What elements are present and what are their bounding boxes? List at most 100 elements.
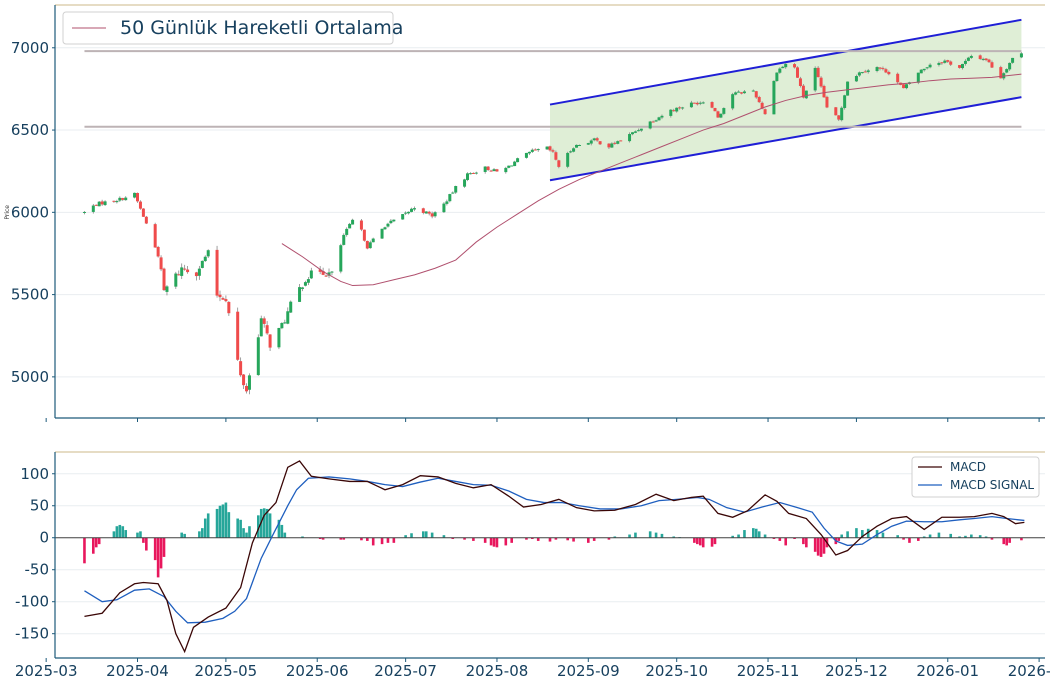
macd-histogram-bar [265, 508, 269, 538]
candle-body [722, 108, 726, 114]
candle-body [97, 201, 101, 207]
candle-body [887, 71, 891, 75]
candle-body [633, 131, 637, 133]
macd-histogram-bar [159, 537, 163, 569]
candle-body [265, 325, 269, 334]
candle-body [572, 148, 576, 152]
candle-body [82, 211, 86, 213]
macd-histogram-bar [840, 534, 843, 538]
candle-body [303, 282, 307, 286]
candle-body [348, 223, 352, 229]
candle-body [881, 68, 885, 70]
macd-histogram-bar [83, 537, 86, 564]
candle-body [448, 194, 452, 202]
macd-histogram-bar [816, 537, 820, 556]
candle-body [692, 102, 696, 104]
candle-body [922, 68, 926, 71]
macd-histogram-bar [118, 524, 122, 538]
macd-histogram-bar [124, 530, 128, 538]
candle-body [796, 67, 799, 78]
candle-body [919, 69, 923, 74]
candle-body [277, 327, 281, 348]
macd-histogram-bar [837, 537, 841, 541]
candle-body [389, 220, 393, 224]
candle-body [359, 220, 363, 230]
candle-body [138, 201, 142, 209]
candle-body [966, 57, 970, 61]
macd-histogram-bar [902, 537, 905, 540]
candle-body [545, 146, 549, 150]
macd-histogram-bar [483, 537, 487, 543]
macd-histogram-bar [201, 528, 204, 538]
macd-histogram-bar [504, 537, 508, 546]
candle-body [289, 301, 293, 313]
macd-histogram-bar [701, 537, 705, 548]
candle-body [445, 201, 449, 204]
macd-histogram-bar [142, 537, 145, 543]
x-tick-label: 2025-12 [825, 662, 888, 680]
candle-body [949, 61, 953, 65]
candle-body [660, 115, 664, 118]
candle-body [133, 192, 137, 198]
candle-body [804, 90, 808, 99]
macd-histogram-bar [554, 537, 558, 540]
candle-body [362, 229, 366, 241]
candle-body [442, 203, 446, 213]
candle-body [916, 72, 920, 83]
x-tick-label: 2025-08 [466, 662, 529, 680]
macd-legend-box [911, 456, 1040, 498]
x-tick-label: 2025-04 [106, 662, 169, 680]
candle-body [825, 96, 829, 108]
candle-body [784, 63, 788, 68]
macd-histogram-bar [813, 537, 817, 552]
macd-histogram-bar [1002, 537, 1006, 545]
price-ytick-label: 7000 [11, 39, 49, 57]
macd-histogram-bar [218, 505, 222, 538]
macd-histogram-bar [772, 537, 776, 540]
macd-histogram-bar [183, 533, 186, 538]
candle-body [527, 151, 531, 154]
price-legend-box [62, 11, 394, 45]
candle-body [407, 211, 411, 214]
legend-macd-label: MACD [950, 460, 986, 474]
candle-body [846, 81, 850, 96]
macd-histogram-bar [112, 531, 116, 538]
macd-histogram-bar [752, 528, 755, 538]
macd-histogram-bar [203, 518, 207, 538]
price-ylabel: Price [4, 205, 11, 220]
candle-body [978, 55, 982, 59]
candle-body [121, 198, 125, 200]
candle-body [218, 294, 222, 298]
candle-body [654, 120, 658, 122]
candle-body [156, 246, 160, 257]
candle-body [639, 128, 643, 131]
candle-body [224, 299, 228, 302]
candle-body [619, 140, 623, 142]
candle-body [716, 111, 720, 118]
macd-histogram-bar [342, 537, 346, 540]
macd-histogram-bar [984, 536, 988, 538]
candle-body [984, 58, 988, 61]
macd-histogram-bar [607, 537, 611, 540]
macd-histogram-bar [156, 537, 160, 578]
macd-histogram-bar [239, 519, 242, 538]
macd-histogram-bar [1008, 537, 1011, 543]
macd-histogram-bar [949, 533, 953, 538]
candle-body [610, 143, 614, 148]
candle-body [613, 142, 617, 144]
candle-body [342, 234, 346, 245]
macd-histogram-bar [922, 536, 926, 538]
candle-body [1011, 57, 1015, 63]
candle-body [958, 65, 962, 68]
x-tick-label: 2026-01 [916, 662, 979, 680]
candle-body [283, 322, 287, 324]
macd-histogram-bar [525, 537, 528, 540]
candle-body [492, 169, 496, 172]
macd-ytick-label: -50 [25, 561, 50, 579]
candle-body [598, 141, 602, 145]
macd-histogram-bar [710, 537, 714, 547]
candle-body [857, 72, 861, 76]
macd-histogram-bar [978, 535, 982, 538]
candle-body [513, 161, 517, 167]
candle-body [424, 211, 428, 214]
